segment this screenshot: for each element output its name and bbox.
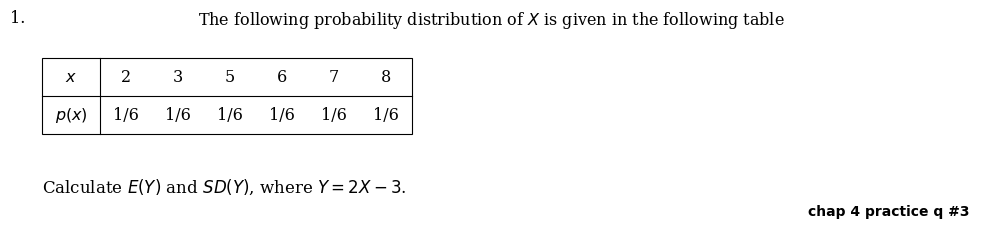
Text: 7: 7 — [329, 68, 339, 85]
Text: The following probability distribution of $X$ is given in the following table: The following probability distribution o… — [197, 10, 785, 31]
Text: chap 4 practice q #3: chap 4 practice q #3 — [808, 205, 970, 219]
Text: $p(x)$: $p(x)$ — [55, 105, 87, 125]
Text: $x$: $x$ — [65, 68, 77, 85]
Text: 1/6: 1/6 — [165, 106, 191, 123]
Text: 6: 6 — [277, 68, 287, 85]
Text: 1/6: 1/6 — [113, 106, 138, 123]
Text: 1/6: 1/6 — [269, 106, 295, 123]
Text: 1/6: 1/6 — [321, 106, 347, 123]
Text: 1/6: 1/6 — [373, 106, 399, 123]
Text: Calculate $E(Y)$ and $SD(Y)$, where $Y = 2X - 3$.: Calculate $E(Y)$ and $SD(Y)$, where $Y =… — [42, 178, 407, 197]
Text: 8: 8 — [381, 68, 391, 85]
Text: 2: 2 — [121, 68, 131, 85]
Text: 3: 3 — [173, 68, 183, 85]
Text: 1.: 1. — [10, 10, 26, 27]
Text: 1/6: 1/6 — [217, 106, 243, 123]
Text: 5: 5 — [225, 68, 235, 85]
